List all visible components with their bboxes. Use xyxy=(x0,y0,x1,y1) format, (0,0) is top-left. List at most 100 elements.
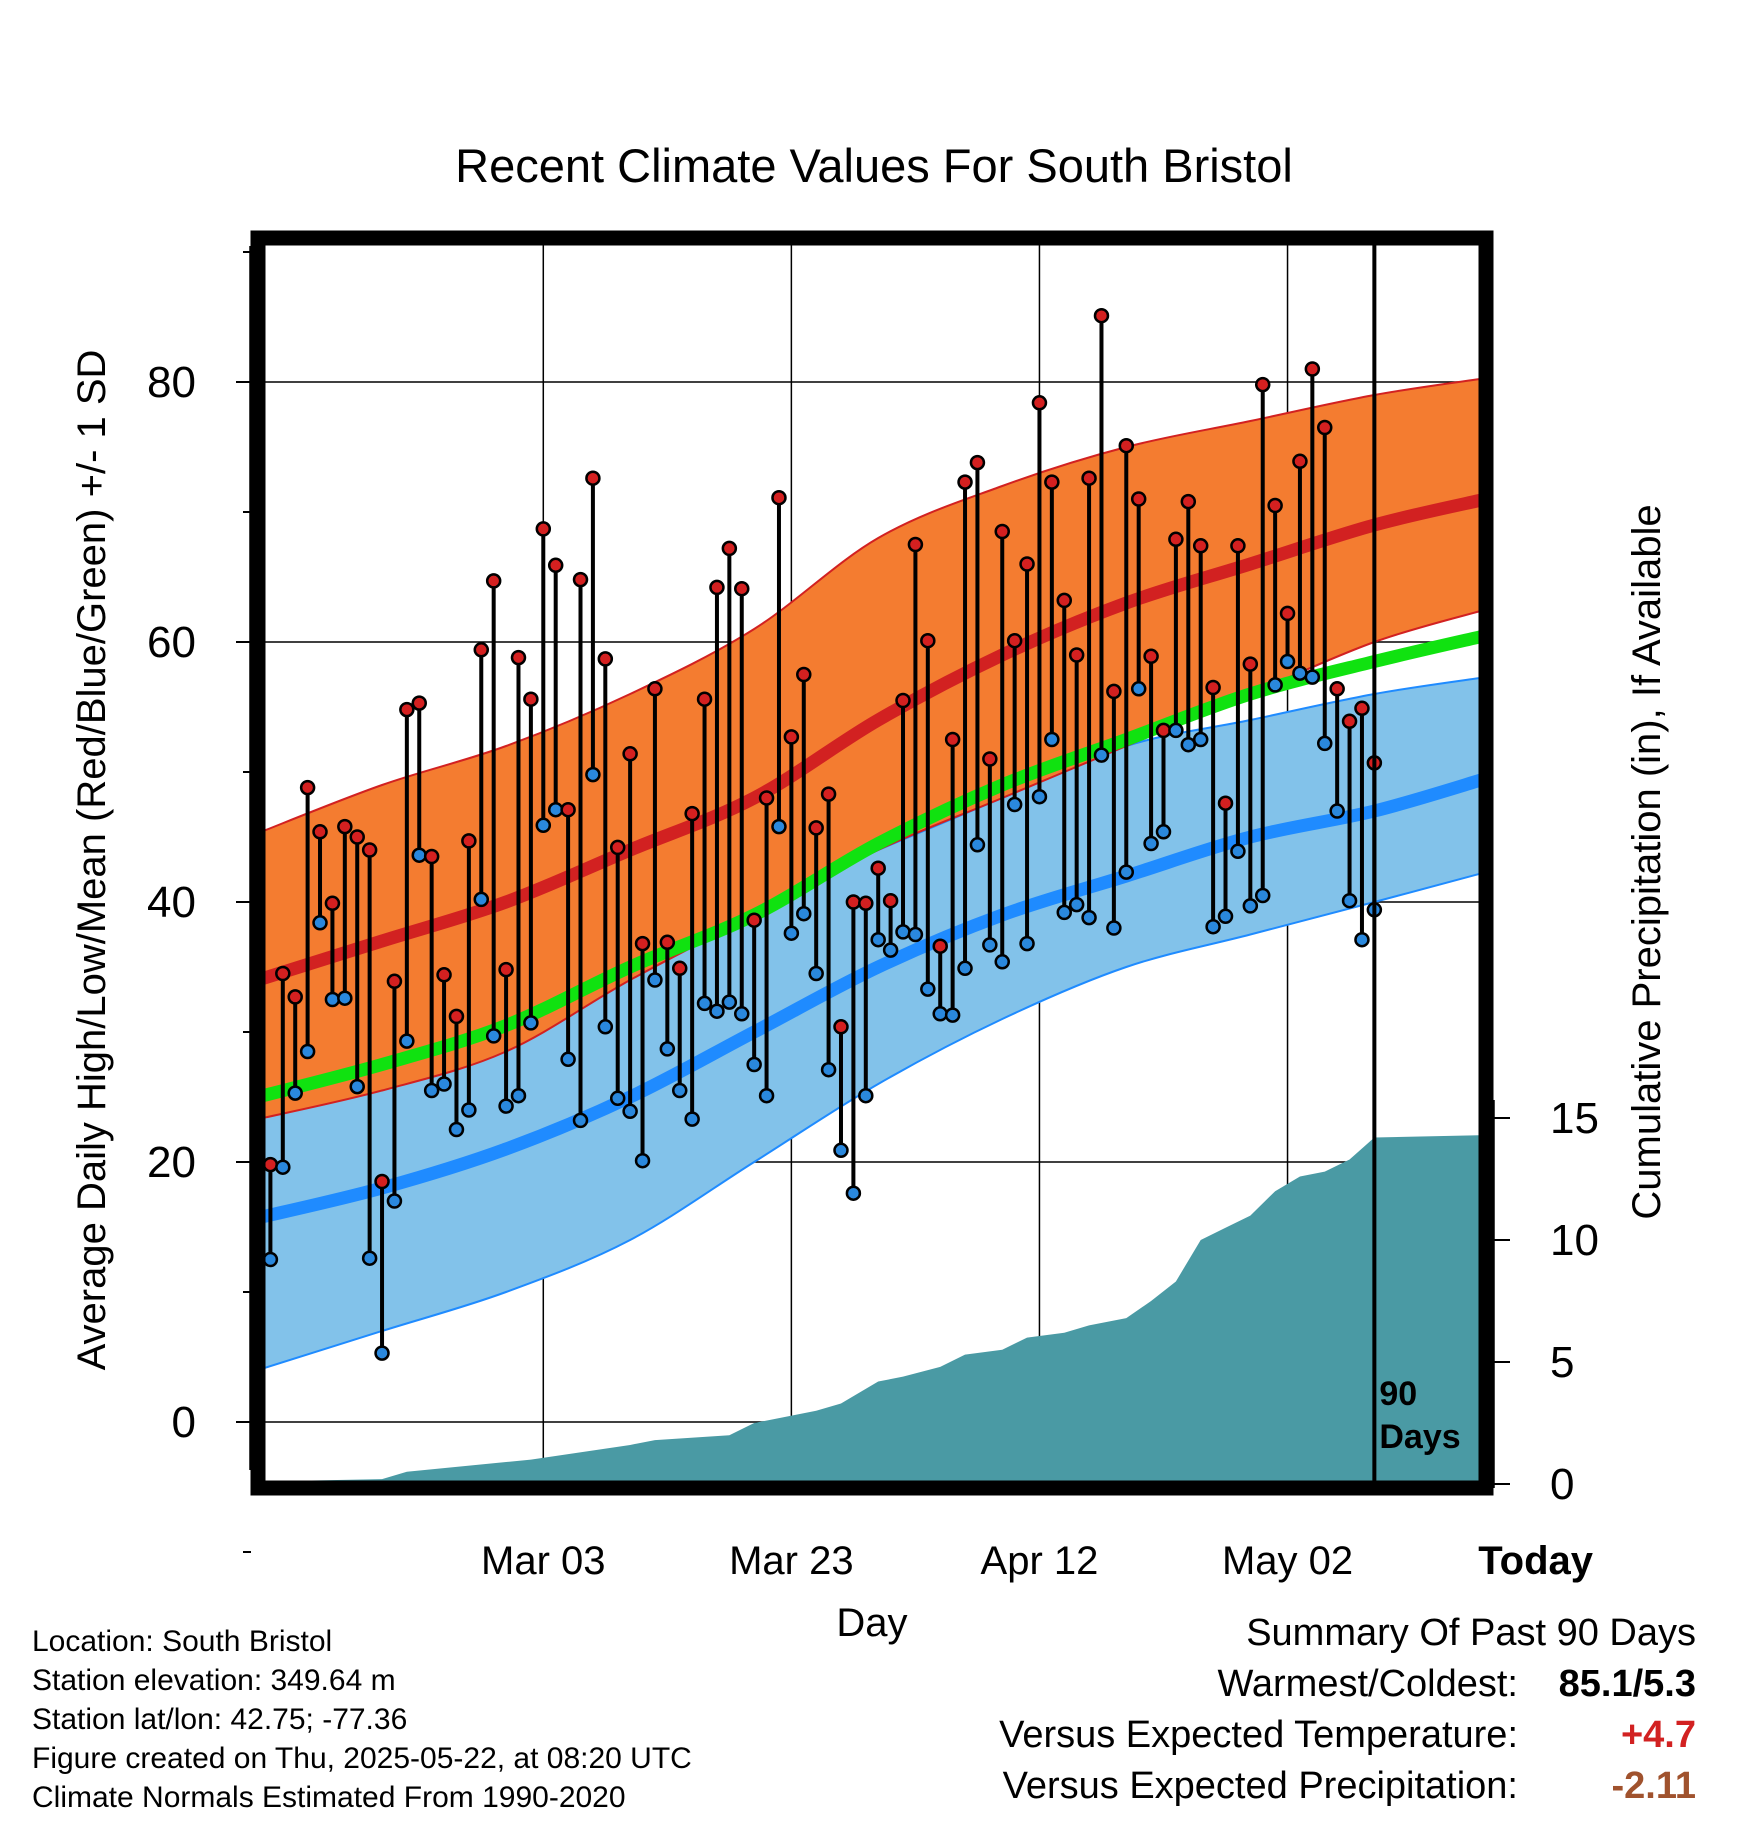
daily-low-point xyxy=(845,1185,862,1201)
daily-high-point xyxy=(845,894,862,910)
daily-high-point xyxy=(423,848,440,865)
daily-low-point xyxy=(597,1019,614,1035)
daily-low-point xyxy=(473,891,490,908)
daily-high-point xyxy=(498,961,514,978)
daily-high-point xyxy=(895,692,911,709)
precip-row: Versus Expected Precipitation: -2.11 xyxy=(796,1761,1696,1812)
daily-high-point xyxy=(1081,470,1097,486)
daily-high-point xyxy=(585,470,601,486)
daily-low-point xyxy=(895,924,911,940)
daily-high-point xyxy=(1031,395,1048,411)
daily-low-point xyxy=(1031,788,1048,805)
daily-high-point xyxy=(932,938,948,954)
plot-frame xyxy=(250,230,1494,1496)
daily-low-point xyxy=(1155,824,1172,840)
daily-low-point xyxy=(1192,731,1209,748)
daily-low-point xyxy=(634,1152,651,1169)
daily-high-point xyxy=(399,701,415,718)
daily-low-point xyxy=(907,926,924,943)
daily-high-point xyxy=(461,833,477,849)
daily-high-point xyxy=(982,751,998,767)
daily-high-point xyxy=(1341,713,1358,730)
daily-low-point xyxy=(994,954,1010,970)
daily-low-point xyxy=(659,1041,676,1057)
daily-low-point xyxy=(572,1112,589,1129)
today-days-number: 90 xyxy=(1379,1375,1417,1413)
daily-high-point xyxy=(535,521,552,537)
daily-low-point xyxy=(609,1090,626,1107)
daily-low-point xyxy=(399,1033,415,1049)
daily-low-point xyxy=(1230,843,1246,860)
y-axis-title: Average Daily High/Low/Mean (Red/Blue/Gr… xyxy=(70,350,114,1371)
daily-low-point xyxy=(671,1082,688,1099)
chart-title: Recent Climate Values For South Bristol xyxy=(455,139,1293,192)
daily-high-point xyxy=(1180,493,1197,510)
daily-low-point xyxy=(1254,887,1271,904)
daily-low-point xyxy=(882,942,899,958)
daily-low-point xyxy=(1242,898,1259,914)
created-text: Figure created on Thu, 2025-05-22, at 08… xyxy=(32,1742,692,1775)
summary-heading: Summary Of Past 90 Days xyxy=(1246,1612,1696,1654)
daily-low-point xyxy=(1106,920,1122,936)
daily-low-point xyxy=(1006,796,1023,813)
daily-low-point xyxy=(1044,731,1060,748)
daily-high-point xyxy=(386,973,403,990)
daily-low-point xyxy=(1279,653,1296,670)
precip-label: Versus Expected Precipitation: xyxy=(1002,1765,1518,1807)
daily-low-point xyxy=(324,991,341,1008)
daily-low-point xyxy=(337,990,353,1006)
daily-high-point xyxy=(547,557,564,574)
daily-high-point xyxy=(312,824,328,840)
y2-tick-label: 5 xyxy=(1550,1338,1574,1387)
daily-low-point xyxy=(1019,935,1035,952)
daily-high-point xyxy=(1155,722,1172,739)
daily-high-point xyxy=(485,573,502,589)
daily-high-point xyxy=(287,989,303,1005)
temp-value: +4.7 xyxy=(1620,1714,1696,1756)
daily-low-point xyxy=(1354,931,1370,948)
daily-high-point xyxy=(572,571,589,588)
warmest-label: Warmest/Coldest: xyxy=(1217,1663,1518,1705)
daily-high-point xyxy=(820,786,837,802)
daily-high-point xyxy=(920,632,936,649)
daily-high-point xyxy=(1354,700,1370,717)
daily-high-point xyxy=(1304,361,1321,377)
x-tick-label: Mar 03 xyxy=(481,1539,606,1583)
location-text: Location: South Bristol xyxy=(32,1625,333,1658)
daily-high-point xyxy=(1118,437,1135,454)
daily-high-point xyxy=(1230,538,1246,554)
daily-low-point xyxy=(1168,722,1184,739)
daily-low-point xyxy=(1118,864,1135,880)
daily-high-point xyxy=(684,805,700,822)
daily-low-point xyxy=(684,1111,700,1127)
warmest-value: 85.1/5.3 xyxy=(1558,1663,1696,1705)
daily-high-point xyxy=(833,1019,849,1035)
daily-high-point xyxy=(721,540,738,557)
daily-high-point xyxy=(647,681,663,697)
normals-text: Climate Normals Estimated From 1990-2020 xyxy=(32,1781,626,1814)
daily-high-point xyxy=(1217,795,1234,811)
daily-low-point xyxy=(709,1003,725,1019)
summary-panel: Summary Of Past 90 Days Warmest/Coldest:… xyxy=(796,1608,1696,1812)
daily-high-point xyxy=(1329,681,1345,697)
daily-high-point xyxy=(1316,419,1333,436)
x-tick-label: Mar 23 xyxy=(729,1539,854,1583)
daily-high-point xyxy=(299,779,316,796)
daily-low-point xyxy=(1267,677,1283,693)
daily-low-point xyxy=(982,937,998,953)
daily-low-point xyxy=(1180,736,1197,753)
daily-high-point xyxy=(1019,556,1035,572)
daily-low-point xyxy=(461,1102,477,1118)
daily-low-point xyxy=(783,925,800,941)
daily-high-point xyxy=(969,454,986,471)
daily-low-point xyxy=(932,1006,948,1022)
daily-high-point xyxy=(1267,497,1283,514)
daily-high-point xyxy=(349,829,365,845)
elevation-text: Station elevation: 349.64 m xyxy=(32,1664,396,1697)
daily-low-point xyxy=(833,1142,849,1159)
daily-low-point xyxy=(1217,908,1234,925)
daily-low-point xyxy=(858,1087,874,1104)
daily-high-point xyxy=(609,839,626,856)
warmest-row: Warmest/Coldest: 85.1/5.3 xyxy=(796,1659,1696,1710)
